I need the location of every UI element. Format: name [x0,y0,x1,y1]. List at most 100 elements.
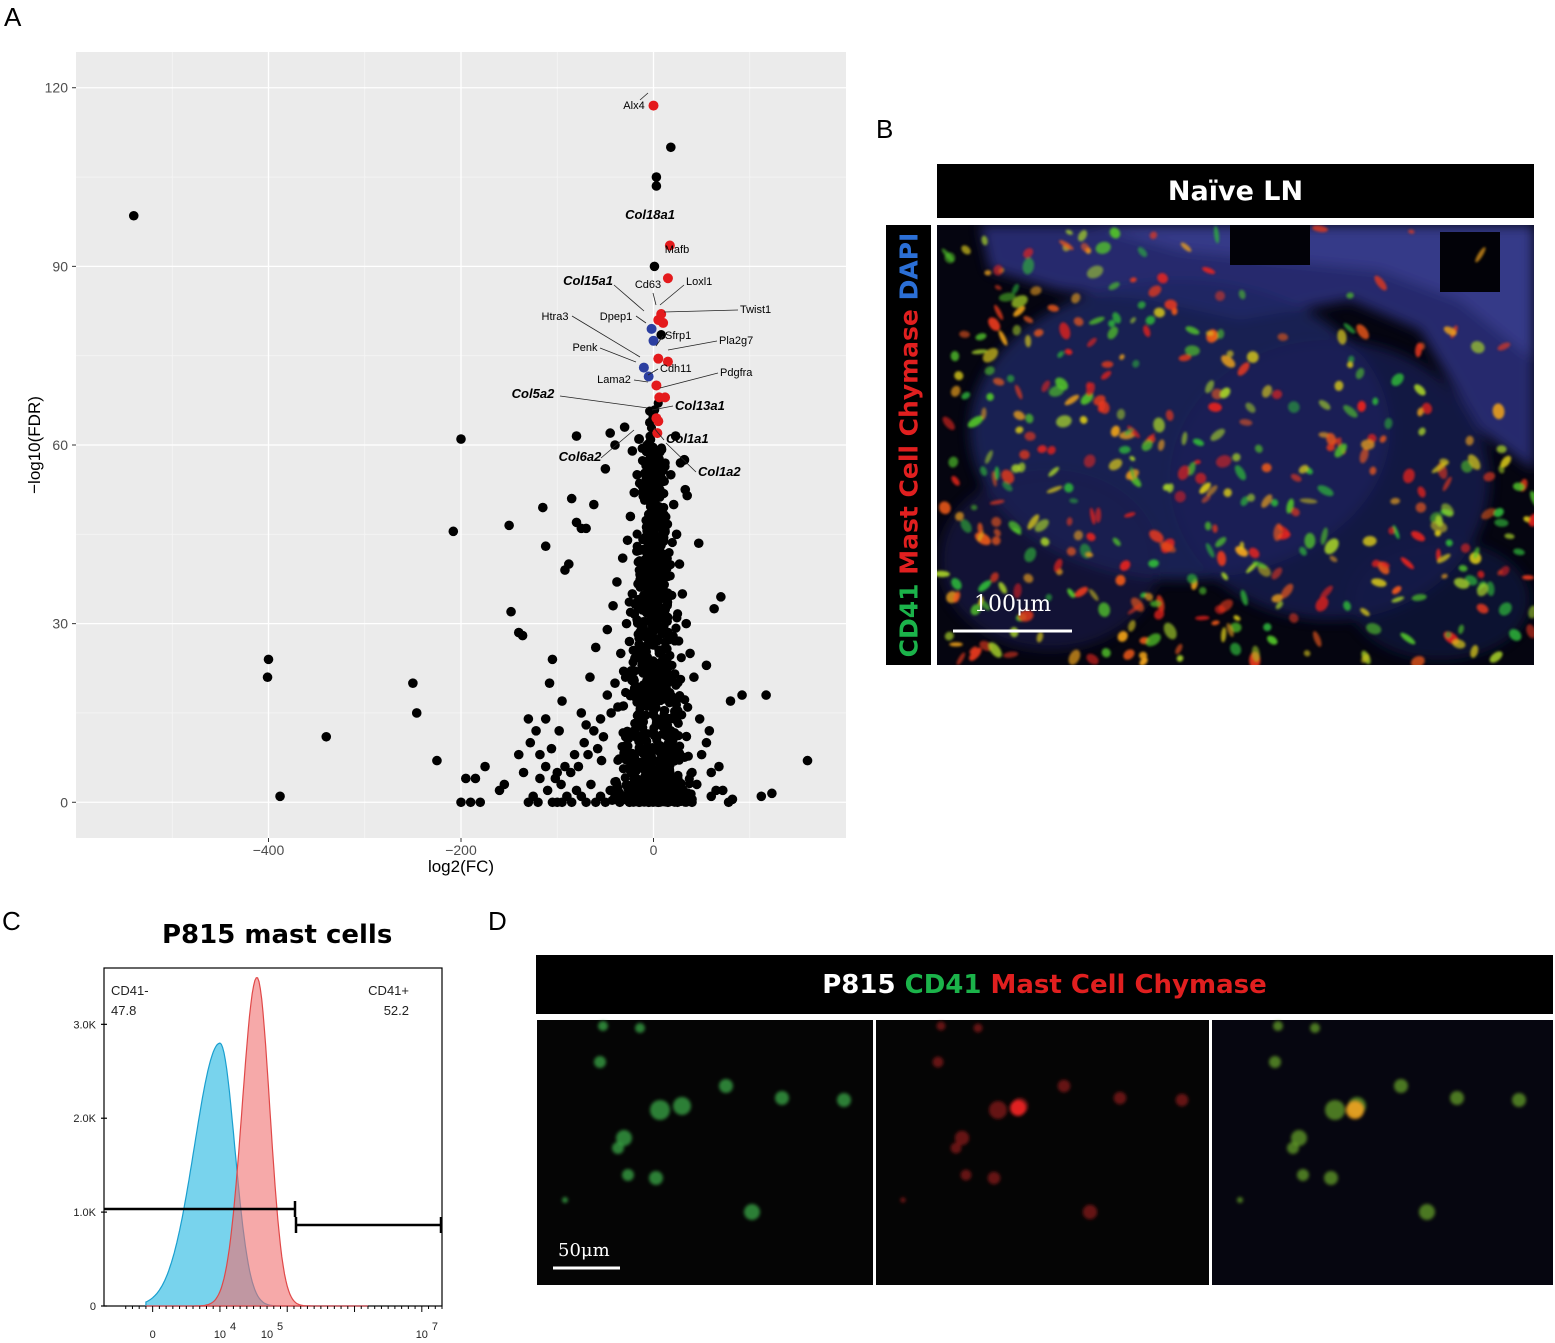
merged-cell [1325,1100,1345,1120]
gene-label: Penk [572,342,598,354]
merged-cell [1273,1021,1283,1031]
data-point [547,797,558,808]
green-cell [744,1204,760,1220]
data-point [652,589,662,599]
data-point [662,616,672,626]
data-point [523,714,534,724]
data-point [663,739,673,749]
data-point [504,520,514,531]
gene-label: Col15a1 [563,273,613,288]
x-axis-ticks: 0 10 4 10 5 10 7 [125,1306,443,1341]
data-point [634,565,644,575]
label-leader [600,429,635,459]
data-point [660,637,670,647]
data-point [275,791,285,802]
data-point [664,765,675,775]
data-point [668,499,679,510]
data-point [408,678,418,688]
gene-label: Col18a1 [625,207,675,222]
data-point [639,764,649,774]
data-point [689,672,699,683]
gene-label: Col13a1 [675,398,725,413]
panel-letter-c: C [2,906,21,936]
green-cell [616,1130,632,1146]
data-point [456,797,466,808]
data-point [480,761,490,772]
label-leader [571,315,641,358]
data-point [660,587,670,597]
y-tick-label: 0 [60,794,68,810]
label-leader [663,309,739,313]
data-point [651,181,662,191]
x-tick-label: −200 [445,842,477,858]
data-point [654,607,664,617]
data-point [456,434,466,444]
data-point [590,642,601,653]
y-tick-label: 3.0K [73,1019,96,1031]
y-tick-label: 2.0K [73,1113,96,1125]
data-point [634,797,644,808]
data-point [475,797,486,808]
highlighted-point [653,353,664,364]
gate-left-name: CD41- [111,983,149,998]
data-point [573,761,584,772]
data-point [602,690,613,700]
data-point [622,535,633,546]
data-point [321,731,332,742]
gene-label: Lama2 [597,374,631,386]
data-point [677,785,688,796]
grid-lines [76,52,846,838]
data-point [675,748,685,758]
gene-label: Alx4 [623,100,644,112]
data-point [634,639,644,649]
x-tick-label: −400 [253,842,285,858]
data-point [644,696,654,706]
y-axis-title: −log10(FDR) [25,396,44,494]
data-point [667,537,677,548]
y-tick-label: 90 [52,258,68,274]
panel-letter-b: B [876,114,894,144]
data-point [651,172,662,182]
gene-label: Sfrp1 [665,330,691,342]
panel-letter-a: A [4,2,22,32]
gate-right-name: CD41+ [368,983,409,998]
data-point [566,797,577,808]
data-point [716,592,726,602]
highlighted-point [662,356,673,367]
data-point [672,613,682,623]
gene-label: Col5a2 [512,386,555,401]
label-leader [639,92,649,101]
data-point [638,534,648,545]
merged-cell [1297,1169,1309,1181]
data-point [666,469,676,480]
green-cell [649,1171,663,1185]
highlighted-point [679,454,690,465]
data-point [581,720,591,730]
data-point [552,767,563,778]
x-tick-label: 0 [650,842,658,858]
data-point [635,737,645,747]
data-point [671,623,681,633]
data-point [673,678,683,688]
data-point [546,743,557,754]
data-point [626,668,636,678]
y-tick-label: 1.0K [73,1207,96,1219]
data-point [664,747,674,757]
data-point [639,785,649,796]
data-point [659,692,670,702]
data-point [592,743,603,754]
gene-label: Col1a1 [666,431,709,446]
data-point [432,755,442,766]
merged-cell [1346,1101,1364,1119]
data-point [646,567,657,577]
data-point [692,779,702,790]
red-cell [936,1021,946,1031]
data-point [650,661,660,671]
data-point [653,764,663,774]
gene-label: Cd63 [635,279,661,291]
data-point [634,779,645,789]
data-point [560,761,570,772]
highlighted-point [638,362,649,373]
data-point [628,645,638,655]
data-point [662,563,672,574]
